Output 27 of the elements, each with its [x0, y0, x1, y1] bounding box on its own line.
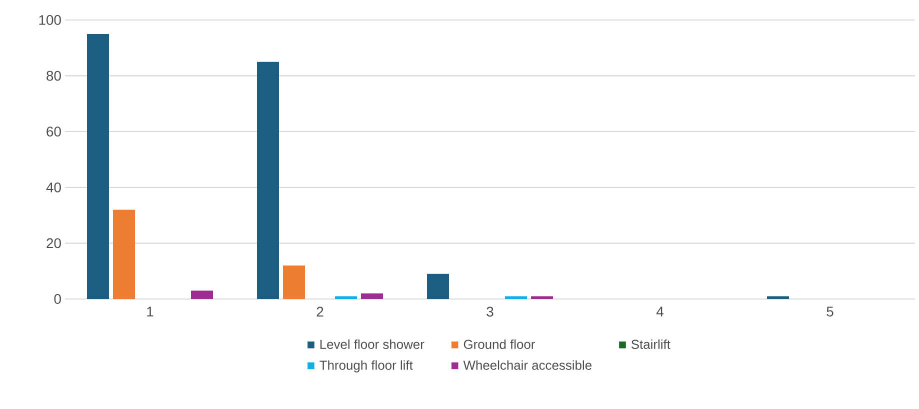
y-tick-label: 60 — [46, 126, 61, 137]
x-tick-label: 2 — [316, 306, 324, 317]
y-tick-label: 40 — [46, 182, 61, 192]
y-tick-label: 20 — [46, 238, 61, 248]
bar — [257, 62, 280, 299]
x-tick-label: 3 — [486, 306, 494, 317]
bar — [335, 296, 358, 299]
bar — [361, 293, 384, 299]
bar — [505, 296, 528, 299]
bar — [113, 210, 135, 299]
legend-label: Wheelchair accessible — [463, 360, 592, 370]
y-tick-label: 0 — [54, 294, 61, 304]
x-tick-label: 4 — [656, 306, 664, 316]
legend-label: Level floor shower — [320, 339, 424, 349]
legend-label: Ground floor — [464, 339, 535, 349]
bar — [283, 266, 306, 299]
x-tick-label: 1 — [147, 306, 154, 316]
y-tick-label: 80 — [46, 70, 61, 81]
bar — [427, 274, 450, 299]
legend-label: Stairlift — [631, 339, 670, 349]
x-tick-label: 5 — [826, 306, 834, 317]
bar — [531, 296, 554, 299]
bar — [767, 296, 790, 299]
y-tick-label: 100 — [39, 15, 61, 25]
bar — [191, 290, 213, 299]
bar — [87, 34, 109, 299]
legend-label: Through floor lift — [320, 360, 413, 372]
